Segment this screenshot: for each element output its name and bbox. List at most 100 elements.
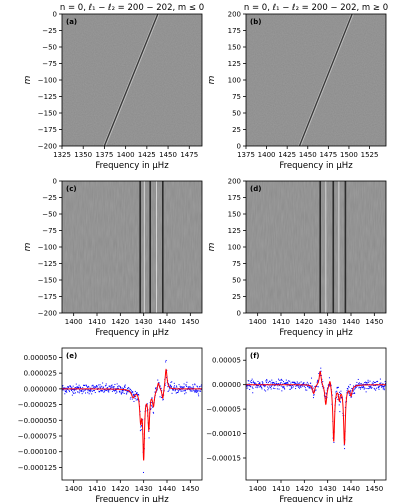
data-point [96, 384, 98, 386]
data-point [79, 389, 81, 391]
data-point [170, 385, 172, 387]
data-point [363, 388, 365, 390]
x-tick-label: 1440 [342, 485, 360, 493]
x-tick-label: 1425 [138, 151, 156, 159]
data-point [69, 385, 71, 387]
data-point [384, 385, 386, 387]
data-point [299, 382, 301, 384]
panel-label: (e) [66, 352, 77, 360]
data-point [68, 390, 70, 392]
data-point [113, 389, 115, 391]
data-point [316, 386, 318, 388]
y-tick-label: −75 [42, 60, 57, 68]
data-point [339, 411, 341, 413]
data-point [172, 389, 174, 391]
data-point [62, 385, 64, 387]
data-point [65, 390, 67, 392]
data-point [276, 383, 278, 385]
y-tick-label: 175 [228, 194, 241, 202]
data-point [165, 361, 167, 363]
data-point [150, 402, 152, 404]
data-point [282, 387, 284, 389]
data-point [113, 387, 115, 389]
data-point [270, 385, 272, 387]
data-point [89, 389, 91, 391]
data-point [120, 393, 122, 395]
data-point [109, 385, 111, 387]
data-point [276, 388, 278, 390]
data-point [142, 419, 144, 421]
data-point [110, 384, 112, 386]
data-point [129, 388, 131, 390]
data-point [306, 381, 308, 383]
x-tick-label: 1410 [272, 485, 290, 493]
data-point [296, 385, 298, 387]
data-point [365, 391, 367, 393]
data-point [69, 391, 71, 393]
data-point [281, 379, 283, 381]
axes-frame [245, 347, 387, 481]
data-point [155, 388, 157, 390]
data-point [132, 394, 134, 396]
data-point [258, 386, 260, 388]
data-point [364, 387, 366, 389]
data-point [377, 386, 379, 388]
data-point [184, 393, 186, 395]
data-point [257, 385, 259, 387]
data-point [186, 385, 188, 387]
y-tick-label: −0.00010 [206, 430, 241, 438]
data-point [349, 394, 351, 396]
y-tick-label: −200 [38, 310, 57, 318]
data-point [112, 386, 114, 388]
data-point [192, 386, 194, 388]
data-point [76, 387, 78, 389]
panel-d: (d) 1400 1410 1420 1430 1440 1450 200 175 150 125 1… [207, 178, 387, 338]
data-point [91, 393, 93, 395]
x-tick-label: 1450 [299, 151, 317, 159]
data-point [378, 387, 380, 389]
data-point [198, 395, 200, 397]
data-point [153, 412, 155, 414]
data-point [168, 389, 170, 391]
data-point [180, 389, 182, 391]
data-point [381, 385, 383, 387]
data-point [200, 384, 202, 386]
data-point [336, 387, 338, 389]
image-noise [246, 14, 386, 146]
data-point [121, 389, 123, 391]
data-point [354, 388, 356, 390]
data-point [309, 387, 311, 389]
data-point [149, 409, 151, 411]
data-point [178, 389, 180, 391]
data-point [131, 392, 133, 394]
data-point [129, 398, 131, 400]
y-tick-label: 25 [232, 126, 241, 134]
data-point [114, 390, 116, 392]
data-point [175, 392, 177, 394]
data-point [139, 430, 141, 432]
data-point [200, 388, 202, 390]
data-point [83, 384, 85, 386]
data-point [343, 444, 345, 446]
data-point [358, 382, 360, 384]
y-tick-label: 0.000000 [24, 385, 57, 393]
data-point [193, 390, 195, 392]
data-point [197, 391, 199, 393]
data-point [75, 383, 77, 385]
y-tick-label: −175 [38, 126, 57, 134]
data-point [128, 391, 130, 393]
data-point [257, 380, 259, 382]
data-point [183, 386, 185, 388]
data-point [297, 385, 299, 387]
y-tick-label: 50 [232, 110, 241, 118]
data-point [312, 387, 314, 389]
data-point [316, 381, 318, 383]
x-tick-label: 1325 [53, 151, 71, 159]
x-tick-label: 1350 [74, 151, 92, 159]
data-point [170, 381, 172, 383]
data-point [263, 389, 265, 391]
image-noise [246, 181, 386, 313]
data-point [77, 391, 79, 393]
data-point [281, 383, 283, 385]
data-point [248, 385, 250, 387]
